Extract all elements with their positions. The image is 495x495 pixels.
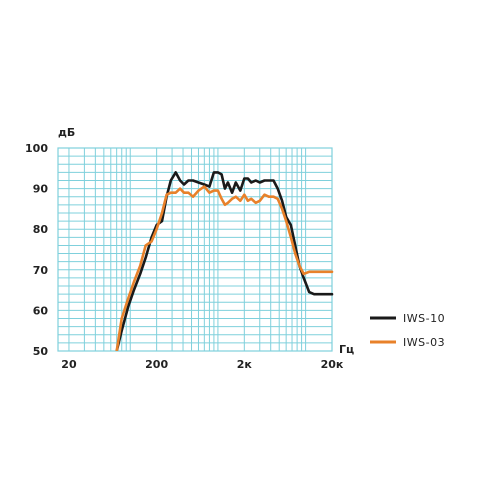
x-tick-label: 200: [145, 358, 168, 371]
x-tick-label: 2к: [237, 358, 253, 371]
plot-frame: [57, 147, 333, 352]
series-line-1: [115, 171, 334, 351]
y-tick-label: 100: [25, 142, 48, 155]
series-line-2: [115, 185, 334, 351]
x-tick-label: 20: [61, 358, 77, 371]
x-tick-label: 20к: [321, 358, 344, 371]
x-tick-labels: 20 200 2к 20к: [61, 358, 344, 371]
y-tick-labels: 50 60 70 80 90 100: [25, 142, 48, 358]
x-axis-label: Гц: [339, 343, 354, 356]
legend-label: IWS-10: [403, 312, 445, 325]
y-tick-label: 60: [33, 304, 49, 317]
legend-label: IWS-03: [403, 336, 445, 349]
y-axis-label: дБ: [58, 126, 75, 139]
chart-series: [115, 171, 334, 351]
chart-grid: [58, 148, 332, 351]
y-tick-label: 70: [33, 264, 49, 277]
y-tick-label: 90: [33, 183, 49, 196]
y-tick-label: 80: [33, 223, 49, 236]
chart-legend: IWS-10 IWS-03: [370, 312, 445, 349]
y-tick-label: 50: [33, 345, 49, 358]
